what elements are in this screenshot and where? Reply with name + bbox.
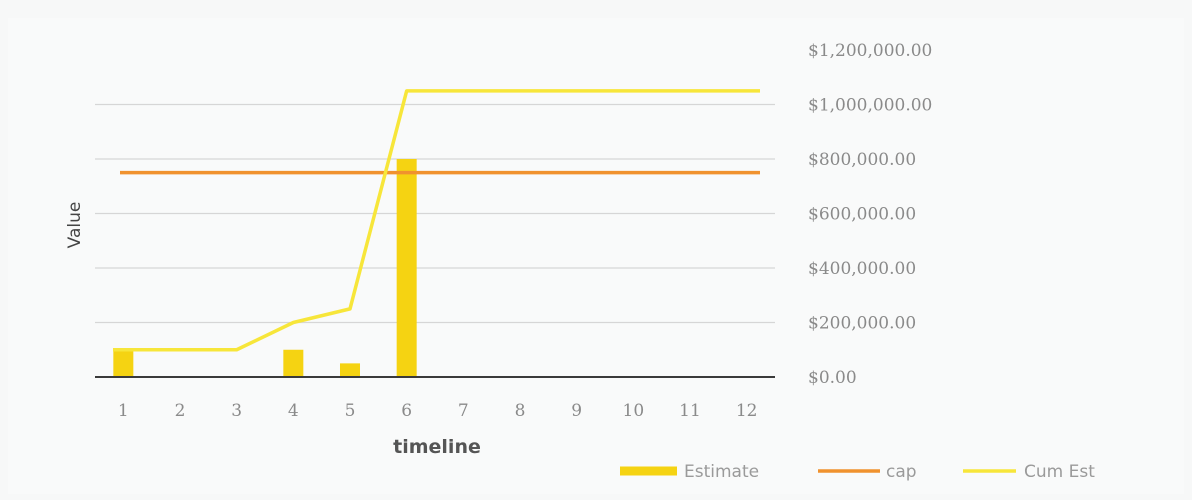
legend-label: Estimate	[684, 462, 759, 482]
x-tick-label: 12	[736, 401, 758, 421]
x-tick-label: 9	[571, 401, 582, 421]
x-tick-label: 1	[118, 401, 129, 421]
x-tick-label: 4	[288, 401, 299, 421]
y-tick-label: $1,200,000.00	[808, 41, 932, 61]
x-tick-label: 6	[401, 401, 412, 421]
series-line	[113, 89, 760, 352]
gridlines	[95, 103, 775, 324]
x-tick-label: 2	[175, 401, 186, 421]
x-tick-label: 10	[623, 401, 645, 421]
bar	[283, 349, 304, 377]
y-tick-label: $0.00	[808, 368, 857, 388]
legend: Estimate cap Cum Est	[620, 462, 1095, 482]
y-axis-title: Value	[65, 202, 85, 249]
y-tick-label: $800,000.00	[808, 150, 916, 170]
bar	[113, 349, 134, 377]
chart-background	[8, 18, 1184, 494]
x-axis-title: timeline	[393, 436, 481, 458]
x-tick-label: 7	[458, 401, 469, 421]
y-tick-label: $200,000.00	[808, 314, 916, 334]
legend-label: Cum Est	[1024, 462, 1095, 482]
y-tick-label: $600,000.00	[808, 205, 916, 225]
line-series	[113, 89, 760, 352]
y-tick-label: $1,000,000.00	[808, 96, 932, 116]
x-tick-label: 5	[345, 401, 356, 421]
bar	[396, 159, 417, 377]
x-tick-label: 8	[515, 401, 526, 421]
y-tick-labels: $0.00 $200,000.00 $400,000.00 $600,000.00 $8…	[808, 41, 932, 388]
x-tick-labels: 1 2 3 4 5 6 7 8 9 10 11 12	[118, 401, 758, 421]
legend-label: cap	[886, 462, 917, 482]
bar-series	[113, 159, 417, 377]
x-tick-label: 11	[679, 401, 701, 421]
x-tick-label: 3	[231, 401, 242, 421]
y-tick-label: $400,000.00	[808, 259, 916, 279]
bar	[340, 363, 360, 377]
